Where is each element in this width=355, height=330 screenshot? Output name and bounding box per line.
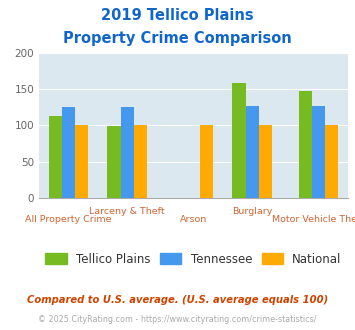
Bar bbox=[312, 106, 325, 198]
Bar bbox=[299, 90, 312, 198]
Bar bbox=[49, 116, 62, 198]
Text: © 2025 CityRating.com - https://www.cityrating.com/crime-statistics/: © 2025 CityRating.com - https://www.city… bbox=[38, 315, 317, 324]
Text: Larceny & Theft: Larceny & Theft bbox=[89, 207, 165, 216]
Bar bbox=[134, 125, 147, 198]
Text: 2019 Tellico Plains: 2019 Tellico Plains bbox=[101, 8, 254, 23]
Text: Compared to U.S. average. (U.S. average equals 100): Compared to U.S. average. (U.S. average … bbox=[27, 295, 328, 305]
Bar bbox=[259, 125, 272, 198]
Bar bbox=[75, 125, 88, 198]
Bar bbox=[62, 107, 75, 198]
Bar bbox=[200, 125, 213, 198]
Text: Burglary: Burglary bbox=[232, 207, 273, 216]
Bar bbox=[233, 82, 246, 198]
Text: All Property Crime: All Property Crime bbox=[25, 215, 112, 224]
Bar bbox=[325, 125, 338, 198]
Bar bbox=[108, 126, 121, 198]
Text: Arson: Arson bbox=[180, 215, 207, 224]
Legend: Tellico Plains, Tennessee, National: Tellico Plains, Tennessee, National bbox=[40, 248, 346, 271]
Bar bbox=[121, 107, 134, 198]
Text: Property Crime Comparison: Property Crime Comparison bbox=[63, 31, 292, 46]
Text: Motor Vehicle Theft: Motor Vehicle Theft bbox=[273, 215, 355, 224]
Bar bbox=[246, 106, 259, 198]
